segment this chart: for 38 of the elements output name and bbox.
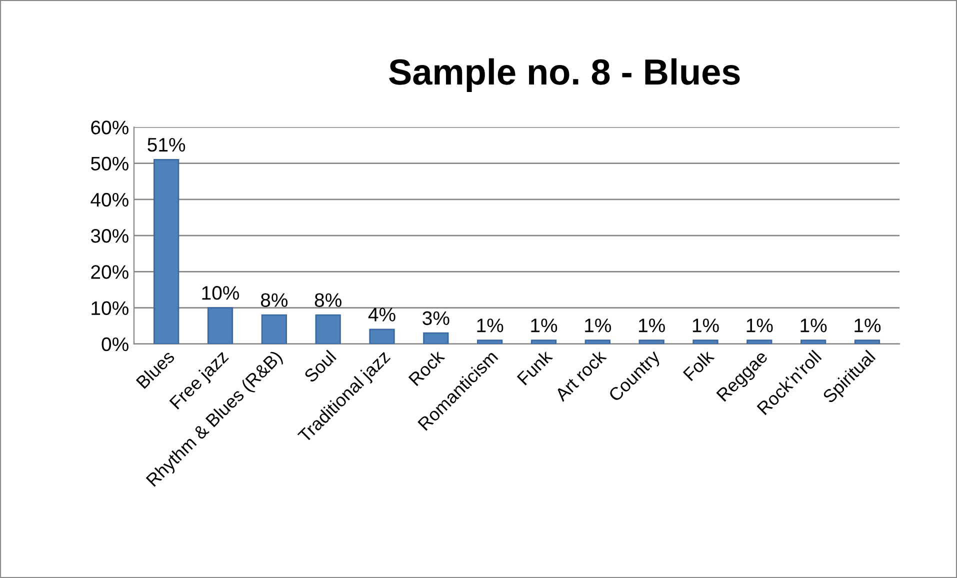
bar [530, 340, 557, 344]
data-label: 1% [477, 318, 504, 332]
data-label: 4% [368, 308, 396, 322]
bar [154, 158, 180, 344]
bar [746, 340, 772, 344]
data-label: 8% [260, 293, 288, 307]
bar [638, 340, 664, 344]
y-tick-label: 10% [92, 301, 128, 316]
y-tick-label: 30% [90, 229, 128, 243]
bar [584, 340, 610, 344]
bar [315, 314, 341, 344]
bar [800, 340, 826, 344]
data-label: 1% [800, 318, 827, 332]
data-label: 1% [692, 318, 719, 332]
bar [854, 340, 880, 344]
x-tick-label: Folk [682, 348, 715, 382]
y-tick-label: 50% [90, 156, 128, 171]
data-label: 10% [202, 286, 240, 300]
data-label: 3% [422, 311, 450, 326]
bar [261, 314, 287, 344]
bar [207, 307, 234, 344]
data-label: 1% [639, 318, 665, 332]
chart-title: Sample no. 8 - Blues [389, 58, 740, 92]
y-tick-label: 0% [102, 337, 128, 352]
y-tick-label: 20% [91, 265, 128, 279]
y-tick-label: 60% [91, 120, 128, 134]
data-label: 1% [585, 318, 612, 332]
bar [476, 340, 503, 344]
data-label: 1% [531, 318, 558, 332]
bar [423, 332, 449, 344]
data-label: 8% [314, 293, 342, 307]
x-tick-label: Art rock [554, 348, 608, 402]
y-tick-label: 40% [90, 192, 128, 207]
data-label: 1% [854, 318, 881, 332]
data-label: 51% [148, 138, 186, 152]
bar [369, 328, 395, 344]
data-label: 1% [746, 318, 773, 332]
bar [692, 340, 718, 344]
